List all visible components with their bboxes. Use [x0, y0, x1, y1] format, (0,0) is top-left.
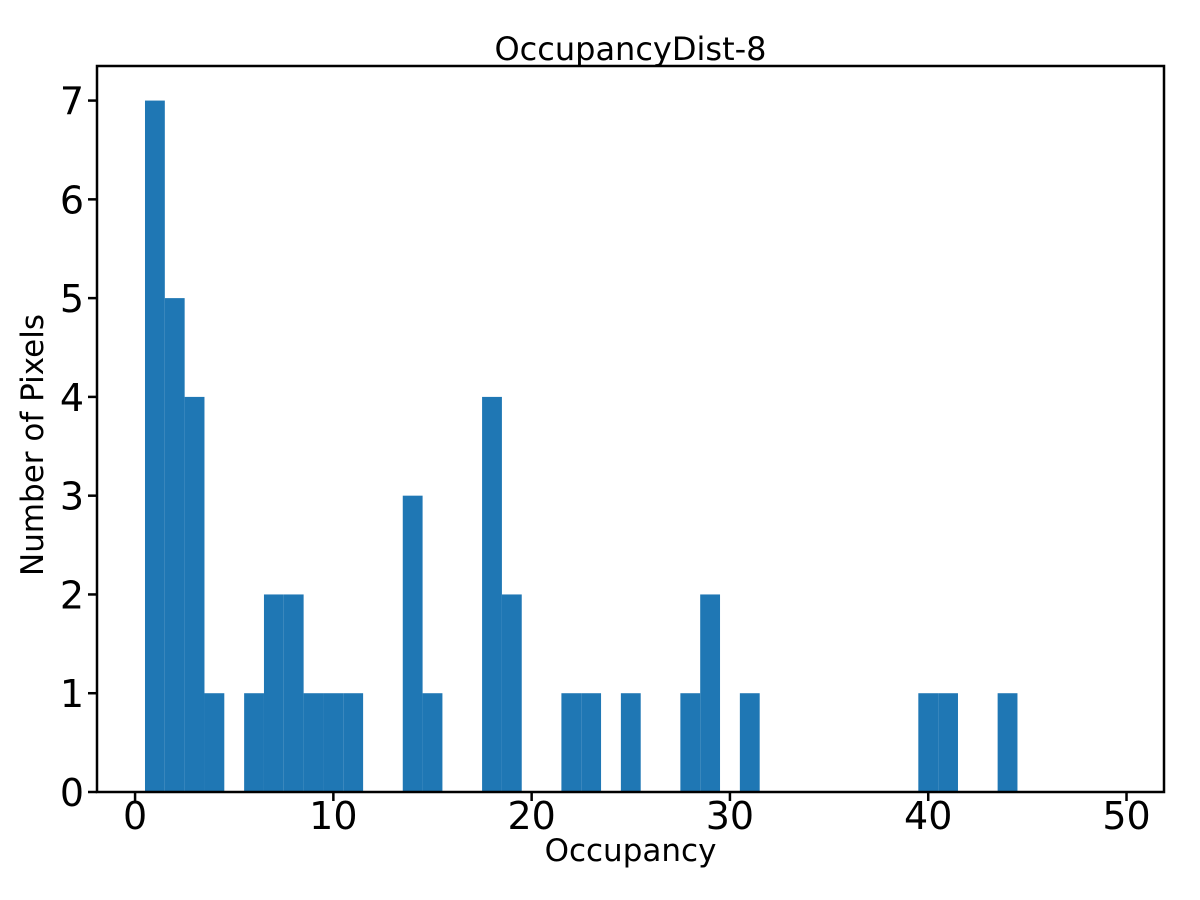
histogram-bar — [918, 693, 939, 792]
chart-title: OccupancyDist-8 — [494, 30, 766, 68]
histogram-bar — [501, 594, 522, 792]
histogram-bar — [938, 693, 958, 792]
histogram-bar — [343, 693, 364, 792]
y-tick-label: 6 — [60, 178, 84, 222]
histogram-bar — [204, 693, 225, 792]
histogram-bar — [422, 693, 443, 792]
plot-border — [95, 64, 1166, 794]
histogram-bar — [303, 693, 324, 792]
y-tick-label: 7 — [60, 80, 84, 124]
y-tick-label: 2 — [60, 573, 84, 617]
x-tick-label: 20 — [507, 794, 555, 838]
histogram-bar — [680, 693, 701, 792]
histogram-bar — [144, 100, 165, 792]
histogram-bar — [283, 594, 304, 792]
histogram-bar — [620, 693, 641, 792]
histogram-bar — [581, 693, 602, 792]
y-tick-label: 0 — [60, 771, 84, 815]
y-tick-label: 5 — [60, 277, 84, 321]
histogram-bar — [402, 495, 423, 792]
x-tick-label: 30 — [706, 794, 754, 838]
x-tick-label: 50 — [1102, 794, 1150, 838]
x-axis: 0 10 20 30 40 50 — [123, 792, 1151, 838]
histogram-bar — [997, 693, 1018, 792]
histogram-bar — [184, 396, 205, 792]
y-axis-label: Number of Pixels — [15, 314, 51, 576]
y-tick-label: 1 — [60, 672, 84, 716]
x-tick-label: 40 — [904, 794, 952, 838]
histogram-bar — [482, 396, 502, 792]
x-tick-label: 0 — [123, 794, 147, 838]
bars-group — [144, 100, 1018, 792]
histogram-bar — [739, 693, 760, 792]
histogram-bar — [700, 594, 721, 792]
x-tick-label: 10 — [309, 794, 357, 838]
histogram-bar — [561, 693, 582, 792]
x-axis-label: Occupancy — [545, 833, 717, 869]
histogram-bar — [244, 693, 264, 792]
y-tick-label: 3 — [60, 475, 84, 519]
y-axis: 0 1 2 3 4 5 6 7 — [60, 80, 97, 815]
y-tick-label: 4 — [60, 376, 84, 420]
histogram-bar — [164, 298, 185, 792]
histogram-bar — [263, 594, 284, 792]
histogram-bar — [323, 693, 344, 792]
